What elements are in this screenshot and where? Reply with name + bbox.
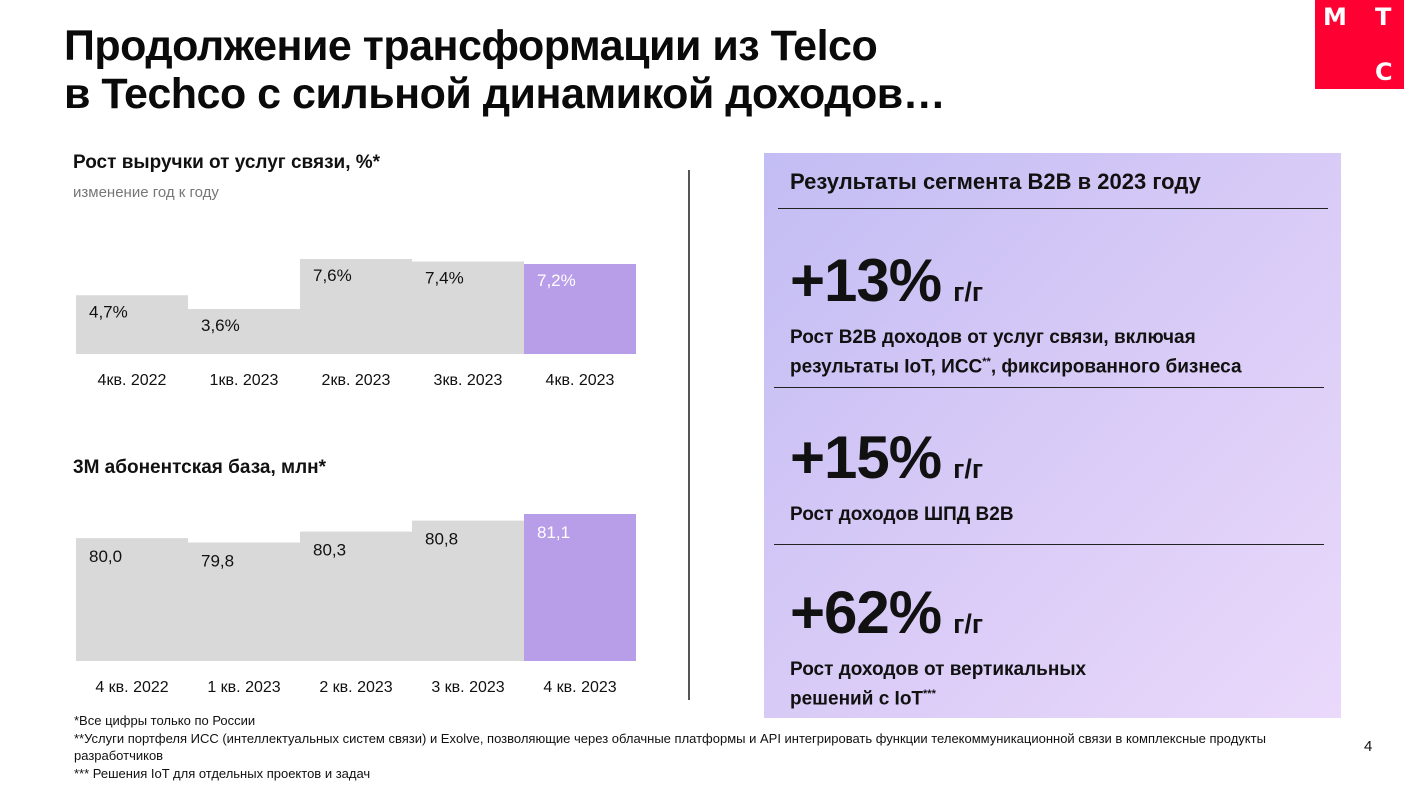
metric-description-line: результаты IoT, ИСС [790, 356, 983, 378]
b2b-panel-heading: Результаты сегмента B2B в 2023 году [790, 169, 1201, 194]
logo-letter-t: Т [1375, 3, 1392, 31]
bar-value-label: 7,2% [537, 271, 576, 290]
bar-4-кв-2022 [76, 538, 188, 661]
category-label: 1 кв. 2023 [207, 679, 280, 696]
category-label: 3 кв. 2023 [431, 679, 504, 696]
bar-4кв-2022 [76, 295, 188, 354]
page-number: 4 [1364, 738, 1373, 755]
logo-letter-m: М [1323, 3, 1347, 31]
metric-description-line: Рост доходов от вертикальных [790, 659, 1087, 680]
title-line-1: Продолжение трансформации из Telco [64, 22, 878, 70]
metric-description-line: Рост B2B доходов от услуг связи, включая [790, 327, 1196, 348]
subscriber-base-chart: 80,0 4 кв. 2022 79,8 1 кв. 2023 80,3 2 кв. 20… [76, 514, 636, 696]
category-label: 3кв. 2023 [434, 372, 503, 389]
panel-divider [774, 544, 1324, 545]
bar-value-label: 4,7% [89, 302, 128, 321]
revenue-growth-chart-title: Рост выручки от услуг связи, %* [73, 152, 381, 173]
b2b-metric-1: +13% г/г Рост B2B доходов от услуг связи,… [790, 251, 1242, 379]
bar-1-кв-2023 [188, 542, 300, 661]
metric-unit: г/г [953, 454, 984, 484]
metric-description-line: решений с IoT [790, 688, 924, 710]
bar-value-label: 7,6% [313, 266, 352, 285]
metric-unit: г/г [953, 609, 984, 639]
panel-divider [778, 208, 1328, 209]
metric-value: +62% [790, 579, 942, 646]
metric-unit: г/г [953, 277, 984, 307]
footnote: *** Решения IoT для отдельных проектов и… [74, 765, 371, 781]
category-label: 2кв. 2023 [322, 372, 391, 389]
metric-description: Рост доходов ШПД B2B [790, 502, 1014, 527]
bar-value-label: 80,0 [89, 547, 122, 566]
metric-description: Рост доходов от вертикальных решений с I… [790, 657, 1086, 711]
title-line-2: в Techco с сильной динамикой доходов… [64, 70, 946, 118]
bar-value-label: 80,8 [425, 530, 458, 549]
metric-description: Рост B2B доходов от услуг связи, включая… [790, 325, 1242, 379]
footnote: *Все цифры только по России [74, 713, 256, 728]
category-label: 2 кв. 2023 [319, 679, 392, 696]
subscriber-base-chart-title: 3M абонентская база, млн* [73, 457, 327, 478]
footnote-marker: *** [923, 688, 936, 700]
bar-2кв-2023 [300, 259, 412, 354]
metric-value: +13% [790, 247, 942, 314]
category-label: 4 кв. 2023 [543, 679, 616, 696]
b2b-metric-2: +15% г/г Рост доходов ШПД B2B [790, 428, 1014, 527]
bar-4кв-2023 [524, 264, 636, 354]
b2b-metric-3: +62% г/г Рост доходов от вертикальных реш… [790, 583, 1086, 711]
metric-value: +15% [790, 424, 942, 491]
revenue-growth-chart-subtitle: изменение год к году [73, 184, 219, 201]
revenue-growth-chart: 4,7% 4кв. 2022 3,6% 1кв. 2023 7,6% 2кв. 2023 7… [76, 259, 636, 389]
bar-value-label: 81,1 [537, 523, 570, 542]
bar-value-label: 79,8 [201, 552, 234, 571]
vertical-divider [688, 170, 690, 700]
category-label: 4 кв. 2022 [95, 679, 168, 696]
footnotes: *Все цифры только по России **Услуги пор… [74, 712, 1294, 782]
bar-value-label: 3,6% [201, 316, 240, 335]
page-title: Продолжение трансформации из Telco в Tec… [64, 22, 1224, 118]
category-label: 1кв. 2023 [210, 372, 279, 389]
bar-value-label: 7,4% [425, 269, 464, 288]
bar-3кв-2023 [412, 261, 524, 354]
logo-letter-s: С [1375, 58, 1393, 86]
bar-2-кв-2023 [300, 531, 412, 661]
bar-3-кв-2023 [412, 520, 524, 661]
category-label: 4кв. 2022 [98, 372, 167, 389]
footnote: **Услуги портфеля ИСС (интеллектуальных … [74, 730, 1266, 764]
bar-4-кв-2023 [524, 514, 636, 661]
bar-value-label: 80,3 [313, 541, 346, 560]
metric-description-suffix: , фиксированного бизнеса [990, 356, 1242, 378]
bar-1кв-2023 [188, 309, 300, 354]
category-label: 4кв. 2023 [546, 372, 615, 389]
mts-logo: М Т С [1315, 0, 1404, 89]
b2b-results-panel: Результаты сегмента B2B в 2023 году +13%… [764, 153, 1341, 718]
footnote-marker: ** [982, 356, 991, 368]
panel-divider [774, 387, 1324, 388]
metric-description-line: Рост доходов ШПД B2B [790, 504, 1014, 525]
